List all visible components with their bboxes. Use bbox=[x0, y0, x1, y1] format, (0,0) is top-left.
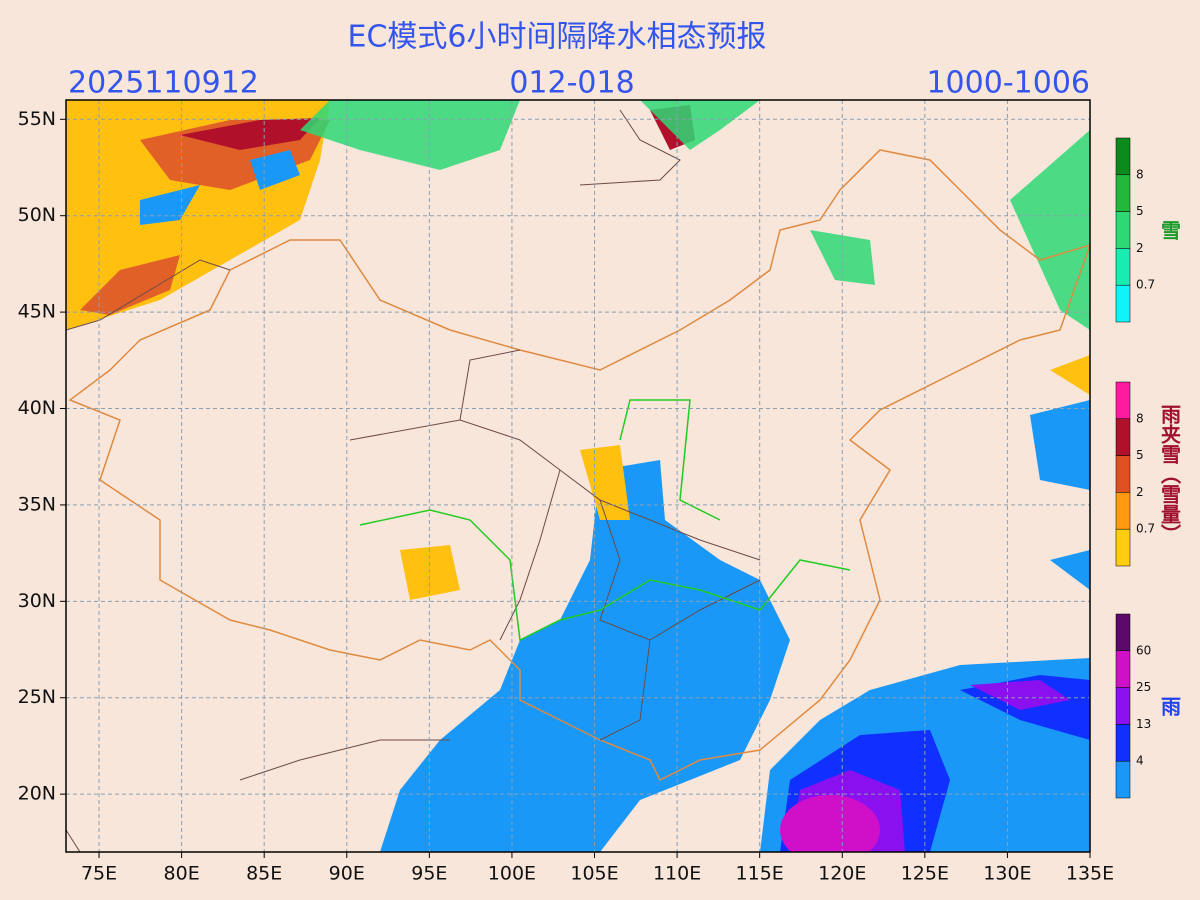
legend-swatch bbox=[1115, 687, 1131, 725]
rain-area bbox=[1030, 400, 1090, 590]
legend-swatch bbox=[1115, 455, 1131, 493]
province-border bbox=[349, 349, 761, 741]
legend-level: 2 bbox=[1136, 241, 1144, 255]
lon-tick-label: 105E bbox=[570, 863, 618, 885]
pressure: 1000-1006 bbox=[926, 66, 1090, 101]
lon-tick-label: 135E bbox=[1066, 863, 1114, 885]
legend-title: 雨夹雪（雪量） bbox=[1158, 404, 1182, 544]
country-border bbox=[66, 109, 681, 852]
legend-level: 13 bbox=[1136, 717, 1151, 731]
snow-area bbox=[300, 100, 1090, 330]
legend-level: 2 bbox=[1136, 485, 1144, 499]
lat-tick-label: 35N bbox=[18, 493, 56, 515]
lon-tick-label: 110E bbox=[653, 863, 701, 885]
legend-swatch bbox=[1115, 137, 1131, 176]
lon-tick-label: 115E bbox=[736, 863, 784, 885]
mix-area bbox=[180, 105, 695, 150]
lat-tick-label: 50N bbox=[18, 204, 56, 226]
title: EC模式6小时间隔降水相态预报 bbox=[348, 20, 767, 55]
init-time: 2025110912 bbox=[68, 66, 259, 101]
legend-swatch bbox=[1115, 528, 1131, 567]
lat-tick-label: 55N bbox=[18, 108, 56, 130]
legend-swatch bbox=[1115, 248, 1131, 286]
legend-level: 5 bbox=[1136, 448, 1144, 462]
lat-tick-label: 30N bbox=[18, 590, 56, 612]
legend-swatch bbox=[1115, 724, 1131, 762]
map-frame bbox=[65, 99, 1091, 853]
legend-level: 8 bbox=[1136, 411, 1144, 425]
lon-tick-label: 130E bbox=[983, 863, 1031, 885]
lat-tick-label: 45N bbox=[18, 301, 56, 323]
graticule: 75E 80E 85E 90E 95E 100E 105E 110E 115E 120E 125E 1… bbox=[18, 100, 1114, 885]
forecast-hours: 012-018 bbox=[509, 66, 634, 101]
lat-tick-label: 20N bbox=[18, 783, 56, 805]
lon-tick-label: 100E bbox=[488, 863, 536, 885]
legend-title: 雨 bbox=[1158, 696, 1182, 716]
legend-level: 5 bbox=[1136, 204, 1144, 218]
country-border bbox=[68, 149, 1090, 782]
legend-swatch bbox=[1115, 284, 1131, 323]
legend-swatch bbox=[1115, 174, 1131, 212]
legend-level: 0.7 bbox=[1136, 278, 1155, 292]
legend-swatch bbox=[1115, 613, 1131, 652]
legend-level: 60 bbox=[1136, 643, 1151, 657]
rain-area bbox=[780, 795, 880, 852]
legend-title: 雪 bbox=[1158, 220, 1182, 241]
lon-tick-label: 90E bbox=[329, 863, 365, 885]
legend-level: 8 bbox=[1136, 167, 1144, 181]
lon-tick-label: 75E bbox=[81, 863, 117, 885]
legend-level: 0.7 bbox=[1136, 522, 1155, 536]
lat-tick-label: 40N bbox=[18, 397, 56, 419]
lon-tick-label: 85E bbox=[246, 863, 282, 885]
lon-tick-label: 120E bbox=[818, 863, 866, 885]
lon-tick-label: 80E bbox=[164, 863, 200, 885]
legend-swatch bbox=[1115, 492, 1131, 530]
rain-area bbox=[380, 460, 790, 852]
legend-swatch bbox=[1115, 381, 1131, 420]
legend-swatch bbox=[1115, 650, 1131, 688]
lon-tick-label: 125E bbox=[901, 863, 949, 885]
legend-level: 25 bbox=[1136, 680, 1151, 694]
legend-swatch bbox=[1115, 418, 1131, 456]
legend-level: 4 bbox=[1136, 754, 1144, 768]
lat-tick-label: 25N bbox=[18, 686, 56, 708]
legend-swatch bbox=[1115, 211, 1131, 249]
snow-area bbox=[140, 150, 300, 225]
legend-swatch bbox=[1115, 760, 1131, 799]
lon-tick-label: 95E bbox=[411, 863, 447, 885]
